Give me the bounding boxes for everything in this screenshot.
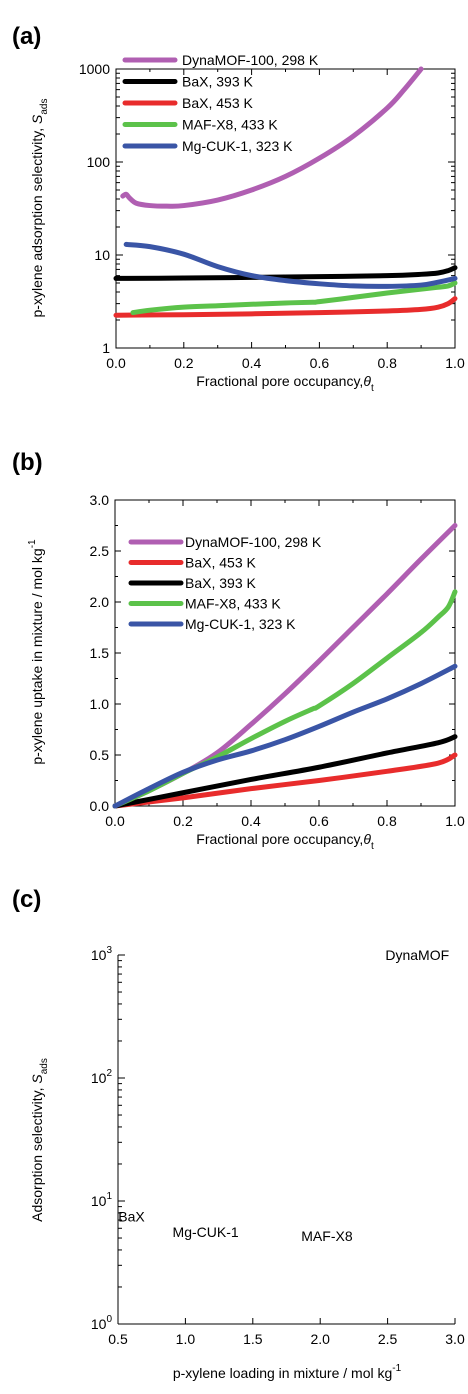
- y-tick-label: 1.0: [90, 696, 110, 712]
- y-tick-label: 0.0: [90, 798, 110, 814]
- y-tick-label: 100: [87, 154, 111, 170]
- x-tick-label: 3.0: [445, 1331, 465, 1347]
- series-line: [112, 523, 458, 809]
- y-tick-exp: 3: [106, 945, 112, 956]
- y-axis-label-symbol: S: [29, 1074, 45, 1084]
- y-tick-exp: 2: [106, 1068, 112, 1079]
- x-axis-label: Fractional pore occupancy,θt: [196, 831, 374, 852]
- x-tick-label: 1.0: [445, 355, 465, 371]
- x-axis-label-text: p-xylene loading in mixture / mol kg: [173, 1365, 392, 1381]
- y-tick-exp: 1: [106, 1191, 112, 1202]
- series-line: [112, 752, 458, 809]
- x-tick-label: 1.5: [243, 1331, 263, 1347]
- y-tick-label: 101: [91, 1191, 113, 1209]
- annotation-label: BaX: [118, 1208, 145, 1224]
- annotation-label: DynaMOF: [385, 947, 449, 963]
- y-axis-label: p-xylene adsorption selectivity, Sads: [29, 99, 50, 318]
- x-axis-label-sub: t: [371, 383, 374, 394]
- legend: DynaMOF-100, 298 K BaX, 453 K BaX, 393 K MA…: [128, 534, 322, 632]
- y-axis-label-text: Adsorption selectivity,: [29, 1084, 45, 1222]
- legend-label: BaX, 453 K: [182, 95, 253, 111]
- x-tick-label: 0.6: [310, 355, 330, 371]
- legend-label: MAF-X8, 433 K: [182, 117, 278, 133]
- legend-label: BaX, 453 K: [185, 555, 256, 571]
- x-tick-label: 0.6: [309, 813, 329, 829]
- y-axis-label-text: p-xylene adsorption selectivity,: [29, 124, 45, 318]
- x-axis-label: p-xylene loading in mixture / mol kg-1: [173, 1363, 402, 1381]
- y-axis-label-text: p-xylene uptake in mixture / mol kg: [29, 548, 45, 764]
- y-axis-label-symbol: S: [29, 114, 45, 124]
- x-tick-label: 0.8: [377, 813, 397, 829]
- y-tick-label: 2.5: [90, 543, 110, 559]
- x-axis-label-sub: t: [371, 841, 374, 852]
- series-line: [130, 280, 458, 316]
- y-axis-label-sup: -1: [27, 539, 38, 548]
- x-axis-label-symbol: θ: [363, 831, 371, 847]
- annotation-label: MAF-X8: [301, 1228, 353, 1244]
- y-tick-label: 102: [91, 1068, 113, 1086]
- x-tick-label: 1.0: [445, 813, 465, 829]
- panel-c: (c)0.5 1.0 1.5 2.0 2.5 3.0100101102103p-xylen…: [12, 886, 465, 1381]
- x-tick-label: 2.5: [378, 1331, 398, 1347]
- x-axis-label-text: Fractional pore occupancy,: [196, 373, 363, 389]
- panel-b: (b) 0.0 0.2 0.4 0.6 0.8 1.0 0.0 0.5 1.0 1.5 2.0 2.5 3…: [12, 449, 465, 852]
- x-axis-label-sup: -1: [392, 1363, 401, 1374]
- legend-label: BaX, 393 K: [185, 575, 256, 591]
- series-line: [112, 734, 458, 809]
- series-line: [113, 265, 458, 281]
- x-tick-label: 2.0: [310, 1331, 330, 1347]
- y-tick-label: 3.0: [90, 492, 110, 508]
- series-line: [113, 296, 458, 318]
- y-tick-base: 10: [91, 947, 107, 963]
- x-tick-label: 0.5: [108, 1331, 128, 1347]
- y-tick-exp: 0: [106, 1314, 112, 1325]
- series-line: [120, 66, 424, 209]
- legend-label: Mg-CUK-1, 323 K: [185, 616, 296, 632]
- panel-label: (b): [12, 449, 43, 476]
- y-tick-base: 10: [91, 1193, 107, 1209]
- y-axis-label: Adsorption selectivity, Sads: [29, 1058, 50, 1222]
- x-axis-label-symbol: θ: [363, 373, 371, 389]
- y-tick-label: 10: [94, 247, 110, 263]
- legend-label: BaX, 393 K: [182, 74, 253, 90]
- x-tick-label: 0.0: [105, 813, 125, 829]
- y-tick-base: 10: [91, 1316, 107, 1332]
- x-tick-label: 0.4: [241, 813, 261, 829]
- y-tick-label: 1: [102, 340, 110, 356]
- legend-label: Mg-CUK-1, 323 K: [182, 138, 293, 154]
- legend-label: MAF-X8, 433 K: [185, 596, 281, 612]
- panel-a: (a) 0.0 0.2 0.4 0.6 0.8 1.0 1 10 100 1000 Fractiona…: [12, 23, 465, 394]
- y-tick-label: 103: [91, 945, 113, 963]
- panel-label: (a): [12, 23, 41, 50]
- y-tick-label: 100: [91, 1314, 113, 1332]
- x-tick-label: 0.2: [174, 355, 194, 371]
- x-tick-label: 1.0: [176, 1331, 196, 1347]
- panel-label: (c): [12, 886, 41, 913]
- y-tick-label: 1000: [79, 61, 110, 77]
- y-tick-label: 2.0: [90, 594, 110, 610]
- y-tick-base: 10: [91, 1070, 107, 1086]
- annotation-label: Mg-CUK-1: [173, 1224, 239, 1240]
- x-axis-label: Fractional pore occupancy,θt: [196, 373, 374, 394]
- legend: DynaMOF-100, 298 K BaX, 393 K BaX, 453 K MA…: [122, 52, 319, 154]
- legend-label: DynaMOF-100, 298 K: [182, 52, 319, 68]
- y-axis-label-sub: ads: [39, 1058, 50, 1074]
- legend-label: DynaMOF-100, 298 K: [185, 534, 322, 550]
- y-axis-label: p-xylene uptake in mixture / mol kg-1: [27, 539, 45, 765]
- series-line: [112, 663, 458, 809]
- y-axis-label-sub: ads: [39, 99, 50, 115]
- x-tick-label: 0.8: [377, 355, 397, 371]
- x-tick-label: 0.4: [242, 355, 262, 371]
- x-tick-label: 0.2: [173, 813, 193, 829]
- y-tick-label: 0.5: [90, 747, 110, 763]
- x-axis-label-text: Fractional pore occupancy,: [196, 831, 363, 847]
- series-line: [123, 241, 458, 289]
- y-tick-label: 1.5: [90, 645, 110, 661]
- x-tick-label: 0.0: [106, 355, 126, 371]
